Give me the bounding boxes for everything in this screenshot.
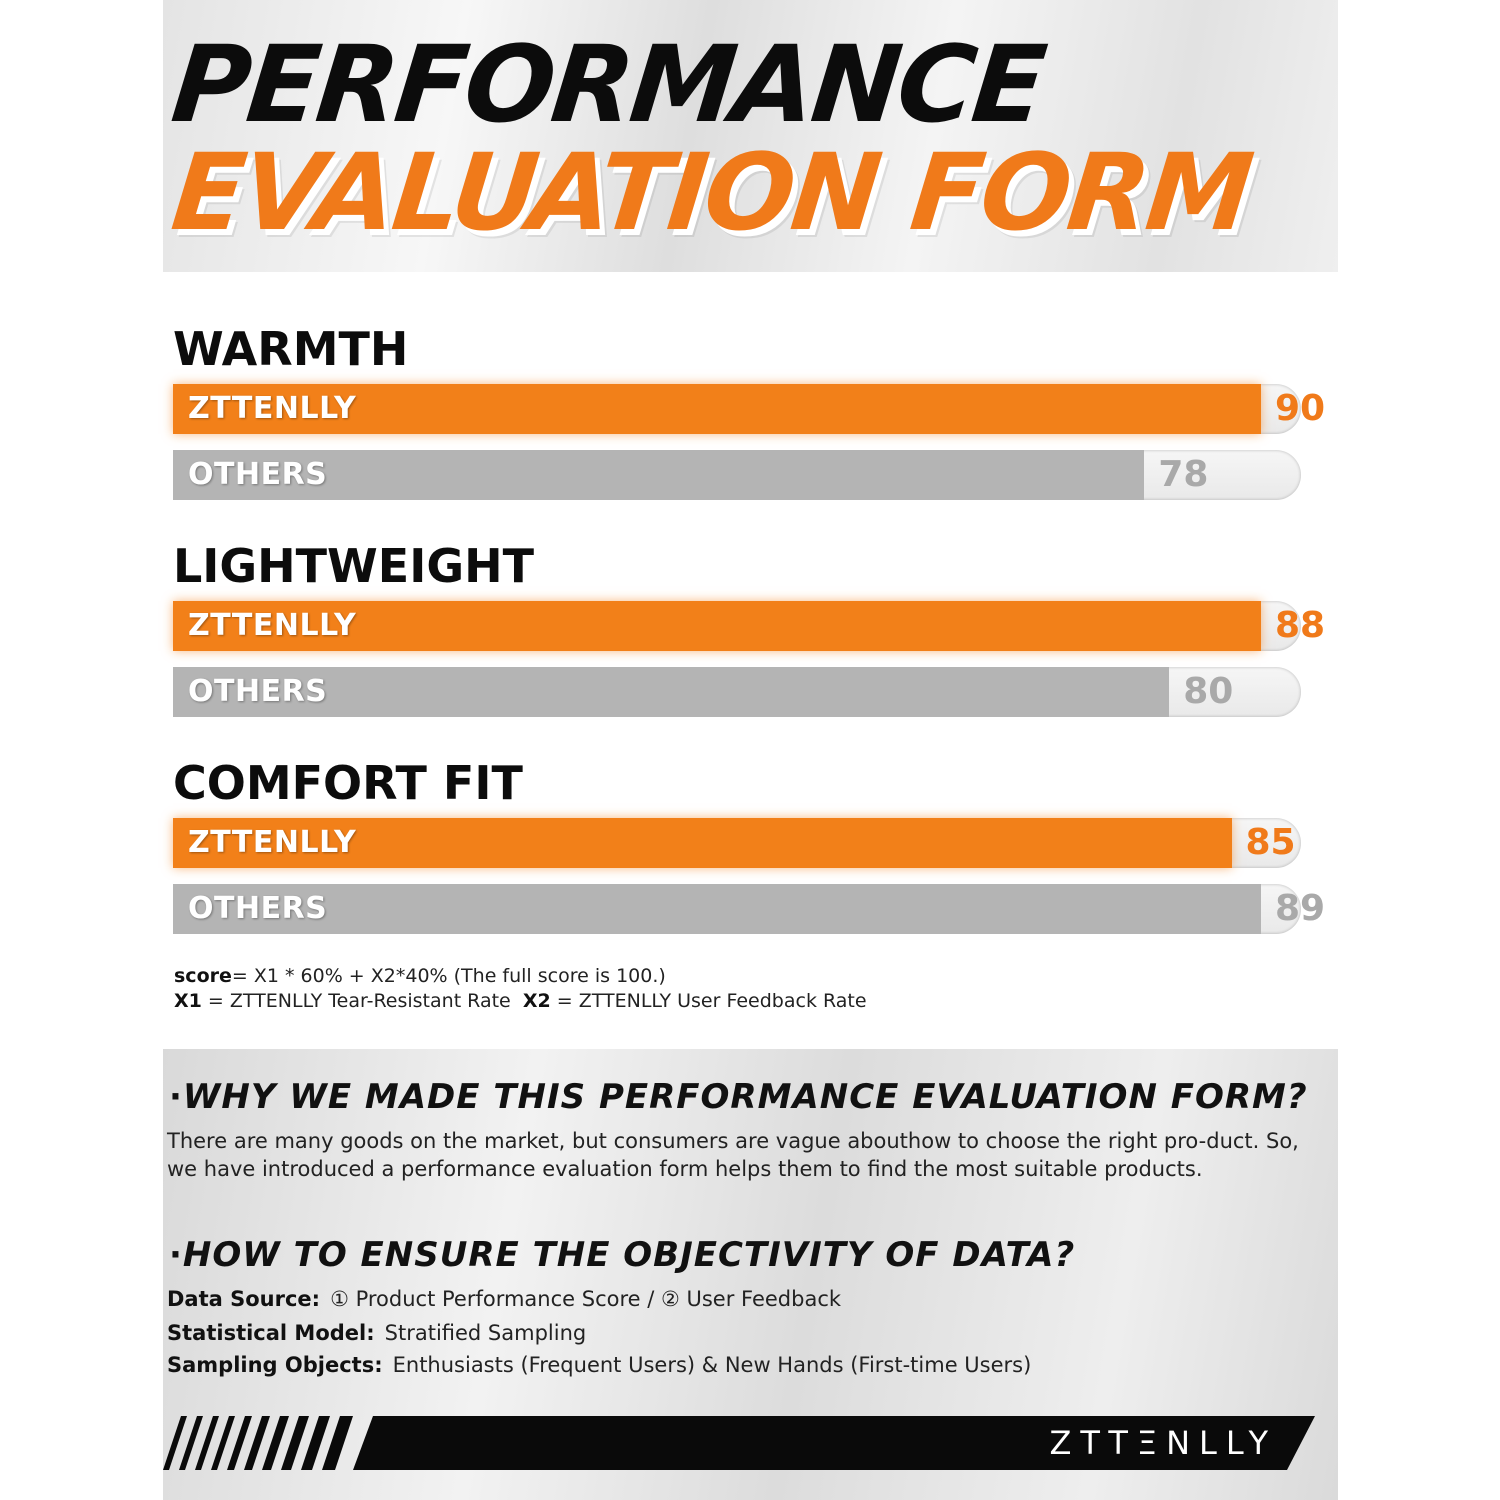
- statistical-model-row: Statistical Model: Stratified Sampling: [167, 1321, 586, 1345]
- footer-stripes: [163, 1416, 353, 1470]
- bar-value: 88: [1275, 605, 1326, 646]
- bar-track: [173, 450, 1301, 500]
- bar-track: [173, 384, 1301, 434]
- formula-x2-text: = ZTTENLLY User Feedback Rate: [550, 990, 867, 1012]
- statistical-model-value: Stratified Sampling: [384, 1321, 587, 1345]
- formula-score-key: score: [174, 965, 232, 987]
- bar-value: 78: [1158, 454, 1209, 495]
- title-performance: PERFORMANCE: [166, 23, 1049, 146]
- footer-stripes-graphic: [163, 1416, 1315, 1470]
- formula-x1-text: = ZTTENLLY Tear-Resistant Rate: [201, 990, 517, 1012]
- bar-zttenlly: [173, 384, 1261, 434]
- bar-track: [173, 601, 1301, 651]
- bar-label: OTHERS: [188, 457, 328, 492]
- section-title-warmth: WARMTH: [173, 322, 409, 376]
- data-source-value: ① Product Performance Score / ② User Fee…: [330, 1287, 842, 1311]
- bar-label: OTHERS: [188, 891, 328, 926]
- bullet-dot: ·: [169, 1077, 183, 1117]
- bar-track: [173, 667, 1301, 717]
- why-paragraph: There are many goods on the market, but …: [167, 1129, 1299, 1181]
- bar-label: OTHERS: [188, 674, 328, 709]
- section-title-lightweight: LIGHTWEIGHT: [173, 539, 534, 593]
- statistical-model-key: Statistical Model:: [167, 1321, 375, 1345]
- bar-label: ZTTENLLY: [188, 825, 357, 860]
- data-source-key: Data Source:: [167, 1287, 321, 1311]
- bar-value: 90: [1275, 388, 1326, 429]
- footer-brand-logo: ZTTΞNLLY: [1049, 1424, 1277, 1462]
- bar-value: 89: [1275, 888, 1326, 929]
- bar-label: ZTTENLLY: [188, 608, 357, 643]
- bar-others: [173, 450, 1145, 500]
- formula-line-2: X1 = ZTTENLLY Tear-Resistant Rate X2 = Z…: [174, 989, 867, 1014]
- bar-zttenlly: [173, 818, 1232, 868]
- question-why-title: ·WHY WE MADE THIS PERFORMANCE EVALUATION…: [169, 1077, 1308, 1117]
- formula-score-text: = X1 * 60% + X2*40% (The full score is 1…: [231, 965, 666, 987]
- bar-value: 85: [1245, 822, 1296, 863]
- bullet-dot: ·: [169, 1235, 183, 1275]
- sampling-objects-key: Sampling Objects:: [167, 1353, 383, 1377]
- score-formula: score= X1 * 60% + X2*40% (The full score…: [174, 964, 867, 1014]
- bar-value: 80: [1183, 671, 1234, 712]
- sampling-objects-row: Sampling Objects: Enthusiasts (Frequent U…: [167, 1353, 1031, 1377]
- header-banner: PERFORMANCE EVALUATION FORM: [163, 0, 1338, 272]
- section-title-comfort-fit: COMFORT FIT: [173, 756, 523, 810]
- bar-others: [173, 884, 1261, 934]
- bar-others: [173, 667, 1170, 717]
- footer-black-bar: [353, 1416, 1315, 1470]
- bar-track: [173, 818, 1301, 868]
- footer-band: ZTTΞNLLY: [163, 1416, 1315, 1470]
- bar-track: [173, 884, 1301, 934]
- question-why-text: WHY WE MADE THIS PERFORMANCE EVALUATION …: [182, 1077, 1308, 1117]
- formula-line-1: score= X1 * 60% + X2*40% (The full score…: [174, 964, 867, 989]
- question-objectivity-text: HOW TO ENSURE THE OBJECTIVITY OF DATA?: [182, 1235, 1076, 1275]
- question-objectivity-title: ·HOW TO ENSURE THE OBJECTIVITY OF DATA?: [169, 1235, 1075, 1275]
- sampling-objects-value: Enthusiasts (Frequent Users) & New Hands…: [392, 1353, 1032, 1377]
- bar-zttenlly: [173, 601, 1261, 651]
- bar-label: ZTTENLLY: [188, 391, 357, 426]
- formula-x1-key: X1: [174, 990, 202, 1012]
- data-source-row: Data Source: ① Product Performance Score …: [167, 1287, 841, 1311]
- title-evaluation-form: EVALUATION FORM: [166, 131, 1256, 254]
- formula-x2-key: X2: [522, 990, 551, 1012]
